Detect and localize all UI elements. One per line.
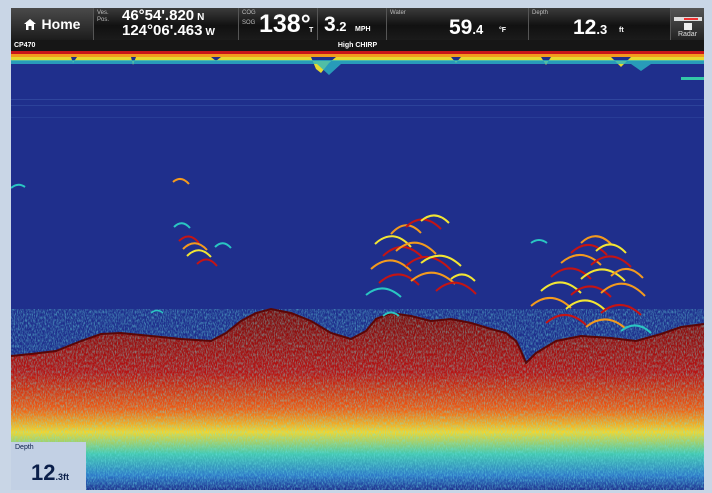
latitude: 46°54'.820 N xyxy=(122,8,205,24)
water-unit: °F xyxy=(499,27,507,34)
bottom-return xyxy=(11,307,704,490)
surface-clutter xyxy=(11,51,704,118)
depth-overlay-label: Depth xyxy=(15,444,34,451)
fish-arch-school-right xyxy=(530,235,652,334)
depth-overlay-value: 12.3ft xyxy=(31,460,69,485)
status-strip: CP470 High CHIRP xyxy=(11,40,704,51)
depth-label: Depth xyxy=(532,10,549,16)
fish-arch-school-center xyxy=(365,214,477,317)
cog-cell[interactable]: COG SOG 138° T xyxy=(239,8,318,40)
longitude: 124°06'.463 W xyxy=(122,22,215,39)
cog-value: 138° xyxy=(259,10,311,38)
water-temp-cell[interactable]: Water 59.4 °F xyxy=(387,8,529,40)
depth-cell[interactable]: Depth 12.3 ft xyxy=(529,8,671,40)
pos-label: Pos. xyxy=(97,17,110,23)
radar-button[interactable]: Radar xyxy=(671,8,704,40)
depth-unit: ft xyxy=(619,27,624,34)
home-icon xyxy=(23,18,36,30)
cog-unit: T xyxy=(309,27,314,34)
radar-icon xyxy=(673,17,702,30)
ves-label: Ves. xyxy=(97,10,109,16)
sonar-view[interactable] xyxy=(11,51,704,490)
fishfinder-screen: Home Ves. Pos. 46°54'.820 N 124°06'.463 W … xyxy=(11,8,704,490)
transducer-label: CP470 xyxy=(14,42,36,49)
water-value: 59.4 xyxy=(449,16,484,39)
sog-value: 3.2 xyxy=(324,13,347,36)
vessel-position-cell[interactable]: Ves. Pos. 46°54'.820 N 124°06'.463 W xyxy=(94,8,239,40)
depth-value: 12.3 xyxy=(573,16,608,39)
data-bar: Home Ves. Pos. 46°54'.820 N 124°06'.463 W … xyxy=(11,8,704,40)
depth-overlay[interactable]: Depth 12.3ft xyxy=(11,442,86,490)
sog-label: SOG xyxy=(242,20,256,26)
sog-cell[interactable]: 3.2 MPH xyxy=(318,8,387,40)
stray-echo xyxy=(150,309,164,314)
home-label: Home xyxy=(41,16,81,32)
water-label: Water xyxy=(390,10,406,16)
frequency-mode-label: High CHIRP xyxy=(337,42,378,49)
home-button[interactable]: Home xyxy=(11,8,94,40)
sog-unit: MPH xyxy=(355,26,371,33)
radar-label: Radar xyxy=(677,31,698,38)
fish-arch-school-left xyxy=(11,178,548,267)
cog-label: COG xyxy=(242,10,256,16)
